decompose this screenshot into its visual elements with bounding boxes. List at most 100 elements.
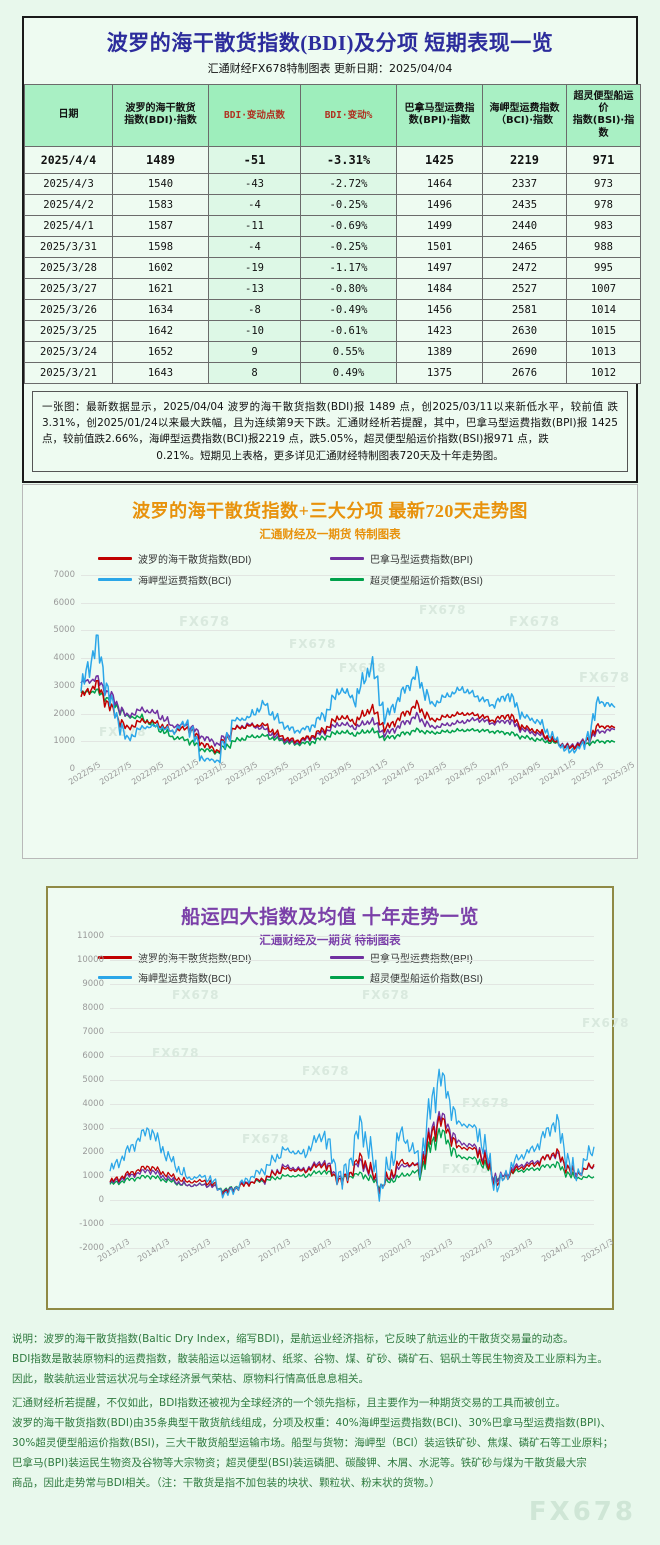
gridline	[81, 658, 615, 660]
gridline	[110, 1104, 594, 1105]
cell-date: 2025/3/31	[24, 235, 113, 258]
legend-label-bpi: 巴拿马型运费指数(BPI)	[370, 555, 473, 566]
y-axis-tick-label: 0	[98, 1195, 104, 1205]
cell-date: 2025/3/27	[24, 277, 113, 300]
legend-item-bci: 海岬型运费指数(BCI)	[98, 572, 330, 587]
legend2-swatch-bsi	[330, 976, 364, 979]
cell-bdi: 1634	[112, 298, 209, 321]
series-line	[80, 675, 616, 749]
y-axis-tick-label: 7000	[53, 570, 75, 580]
cell-bdi-percent: -0.69%	[300, 214, 397, 237]
table-row: 2025/3/25 1642 -10 -0.61% 1423 2630 1015	[24, 319, 641, 342]
cell-bdi: 1652	[112, 340, 209, 363]
table-row: 2025/3/21 1643 8 0.49% 1375 2676 1012	[24, 361, 641, 384]
gridline	[110, 1176, 594, 1177]
cell-bci: 2435	[482, 193, 567, 216]
cell-bdi-percent: -3.31%	[300, 145, 397, 174]
legend2-swatch-bci	[98, 976, 132, 979]
note-line-4: 汇通财经析若提醒，不仅如此，BDI指数还被视为全球经济的一个领先指标，且主要作为…	[12, 1397, 566, 1410]
cell-bdi-points: -11	[208, 214, 301, 237]
cell-bpi: 1389	[396, 340, 483, 363]
note-line-5: 波罗的海干散货指数(BDI)由35条典型干散货航线组成，分项及权重：40%海岬型…	[12, 1417, 612, 1430]
y-axis-tick-label: 7000	[82, 1027, 104, 1037]
y-axis-tick-label: 1000	[82, 1171, 104, 1181]
note-line-6: 30%超灵便型船运价指数(BSI)，三大干散货船型运输市场。船型与货物：海岬型（…	[12, 1437, 614, 1450]
cell-date: 2025/3/28	[24, 256, 113, 279]
cell-bdi: 1621	[112, 277, 209, 300]
cell-bsi: 1015	[566, 319, 641, 342]
y-axis-tick-label: 1000	[53, 736, 75, 747]
page-title: 波罗的海干散货指数(BDI)及分项 短期表现一览	[106, 31, 554, 55]
chart2-plot-area: -2000 -1000 0 1000 2000 3000 4000 5000 6000 7000 8…	[62, 931, 629, 1254]
y-axis-tick-label: 5000	[53, 625, 75, 636]
col-header-bdi-points: BDI·变动点数	[208, 84, 301, 147]
cell-bci: 2440	[482, 214, 567, 237]
legend2-label-bsi: 超灵便型船运价指数(BSI)	[370, 974, 483, 985]
cell-bdi-percent: -1.17%	[300, 256, 397, 279]
legend-swatch-bci	[98, 578, 132, 581]
cell-bdi-points: -51	[208, 145, 301, 174]
gridline	[81, 741, 615, 743]
cell-bdi-percent: -0.49%	[300, 298, 397, 321]
cell-bci: 2676	[482, 361, 567, 384]
cell-bdi-percent: 0.49%	[300, 361, 397, 384]
y-axis-tick-label: 8000	[82, 1003, 104, 1013]
summary-line-4: 0.21%。短期见上表格，更多详见汇通财经特制图表720天及十年走势图。	[156, 449, 504, 462]
y-axis-tick-label: 3000	[82, 1123, 104, 1133]
chart1-x-axis: 2022/5/5 2022/7/5 2022/9/5 2022/11/5 2023/1/…	[39, 757, 636, 847]
legend-swatch-bdi	[98, 557, 132, 560]
bdi-data-table: 日期 波罗的海干散货 指数(BDI)·指数 BDI·变动点数 BDI·变动% 巴拿…	[24, 84, 641, 384]
legend2-swatch-bpi	[330, 956, 364, 959]
cell-bpi: 1497	[396, 256, 483, 279]
cell-bsi: 1013	[566, 340, 641, 363]
chart2-subtitle: 汇通财经及一期货 特制图表	[259, 935, 401, 947]
legend2-item-bsi: 超灵便型船运价指数(BSI)	[330, 970, 562, 985]
footer-notes: 说明：波罗的海干散货指数(Baltic Dry Index，缩写BDI)，是航运…	[12, 1330, 650, 1494]
chart1-legend: 波罗的海干散货指数(BDI) 巴拿马型运费指数(BPI) 海岬型运费指数(BCI…	[23, 551, 637, 587]
cell-bsi: 978	[566, 193, 641, 216]
cell-bdi-points: 8	[208, 361, 301, 384]
cell-bdi-points: -4	[208, 235, 301, 258]
legend2-label-bci: 海岬型运费指数(BCI)	[138, 974, 232, 985]
cell-bdi: 1587	[112, 214, 209, 237]
table-body: 2025/4/4 1489 -51 -3.31% 1425 2219 971 2025/4/3…	[24, 145, 641, 384]
y-axis-tick-label: 4000	[53, 653, 75, 664]
col-header-bpi: 巴拿马型运费指 数(BPI)·指数	[396, 84, 483, 147]
cell-bci: 2690	[482, 340, 567, 363]
y-axis-tick-label: 2000	[53, 708, 75, 719]
cell-bpi: 1501	[396, 235, 483, 258]
legend-item-bsi: 超灵便型船运价指数(BSI)	[330, 572, 562, 587]
y-axis-tick-label: 6000	[82, 1051, 104, 1061]
cell-bci: 2581	[482, 298, 567, 321]
col-header-bdi-percent: BDI·变动%	[300, 84, 397, 147]
cell-date: 2025/3/21	[24, 361, 113, 384]
summary-line-1: 一张图：最新数据显示，2025/04/04 波罗的海干散货指数(BDI)报 14…	[42, 400, 604, 413]
y-axis-tick-label: 11000	[76, 931, 104, 941]
cell-date: 2025/3/26	[24, 298, 113, 321]
bdi-table-card: 波罗的海干散货指数(BDI)及分项 短期表现一览 汇通财经FX678特制图表 更…	[22, 16, 641, 483]
gridline	[110, 1224, 594, 1225]
cell-date: 2025/4/1	[24, 214, 113, 237]
gridline	[110, 1128, 594, 1129]
chart2-title: 船运四大指数及均值 十年走势一览	[181, 907, 479, 928]
cell-bpi: 1423	[396, 319, 483, 342]
cell-bdi: 1642	[112, 319, 209, 342]
table-row: 2025/4/4 1489 -51 -3.31% 1425 2219 971	[24, 145, 641, 174]
gridline	[81, 685, 615, 687]
table-subtitle: 汇通财经FX678特制图表 更新日期：2025/04/04	[207, 62, 453, 75]
gridline	[110, 960, 594, 961]
cell-bdi-points: 9	[208, 340, 301, 363]
summary-line-3: 1425 点，较前值跌2.66%，海岬型运费指数(BCI)报2219 点，跌5.…	[42, 417, 618, 446]
cell-bpi: 1456	[396, 298, 483, 321]
cell-date: 2025/3/24	[24, 340, 113, 363]
y-axis-tick-label: 5000	[82, 1075, 104, 1085]
gridline	[110, 1200, 594, 1201]
cell-bdi: 1583	[112, 193, 209, 216]
cell-bdi: 1489	[112, 145, 209, 174]
gridline	[81, 713, 615, 715]
cell-bci: 2630	[482, 319, 567, 342]
legend2-item-bpi: 巴拿马型运费指数(BPI)	[330, 950, 562, 965]
gridline	[110, 1032, 594, 1033]
series-line	[80, 688, 616, 755]
cell-bdi-percent: 0.55%	[300, 340, 397, 363]
